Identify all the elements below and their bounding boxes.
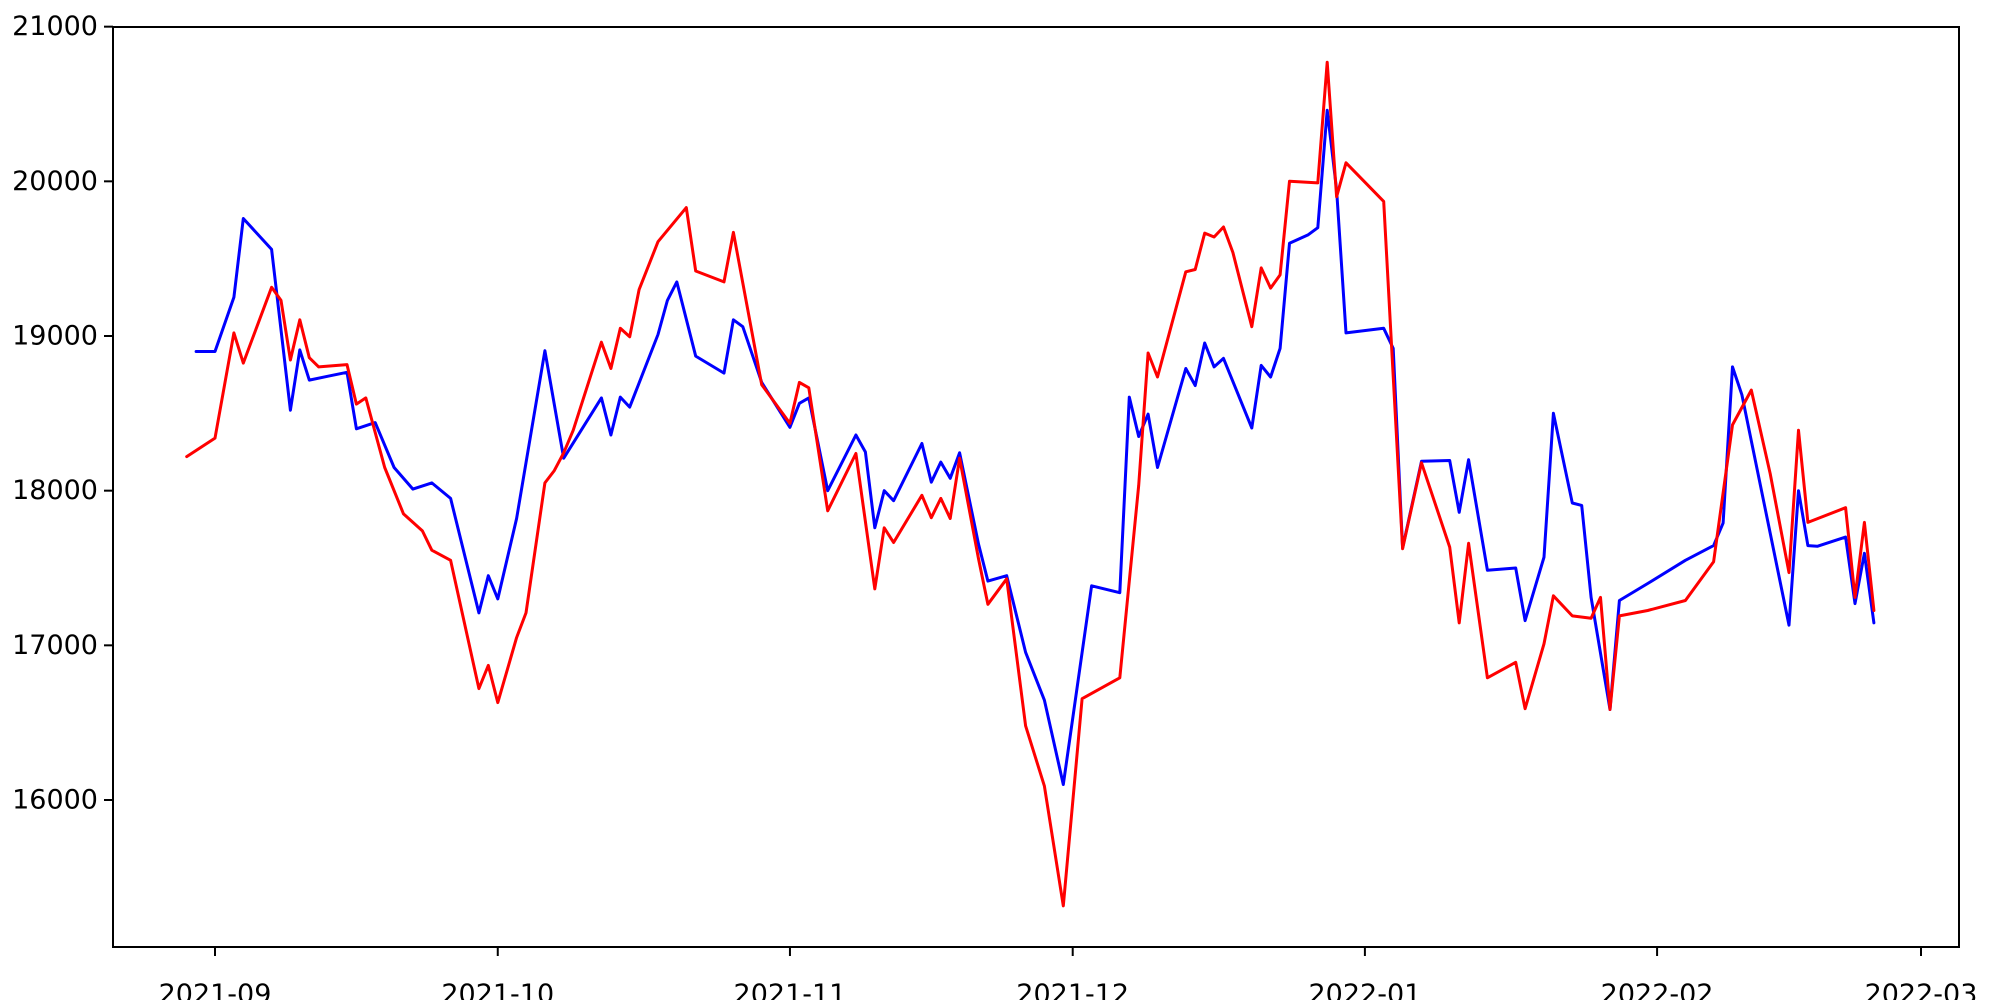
- x-axis-tick-label: 2021-09: [159, 979, 272, 1000]
- plot-border: [112, 26, 1960, 948]
- y-axis-tick-label: 18000: [12, 475, 98, 506]
- blue-series-line: [194, 108, 1876, 786]
- x-axis-tick-label: 2022-03: [1865, 979, 1978, 1000]
- red-series-line: [185, 60, 1876, 908]
- y-axis-tick-label: 16000: [12, 785, 98, 816]
- x-axis-tick-label: 2021-11: [734, 979, 847, 1000]
- x-axis-tick-label: 2022-01: [1308, 979, 1421, 1000]
- y-axis-tick-label: 20000: [12, 166, 98, 197]
- x-axis-tick-label: 2021-12: [1016, 979, 1129, 1000]
- y-axis-tick-label: 17000: [12, 630, 98, 661]
- y-axis-tick-label: 21000: [12, 11, 98, 42]
- x-axis-tick-label: 2022-02: [1601, 979, 1714, 1000]
- y-axis-tick-label: 19000: [12, 321, 98, 352]
- x-axis-tick-label: 2021-10: [441, 979, 554, 1000]
